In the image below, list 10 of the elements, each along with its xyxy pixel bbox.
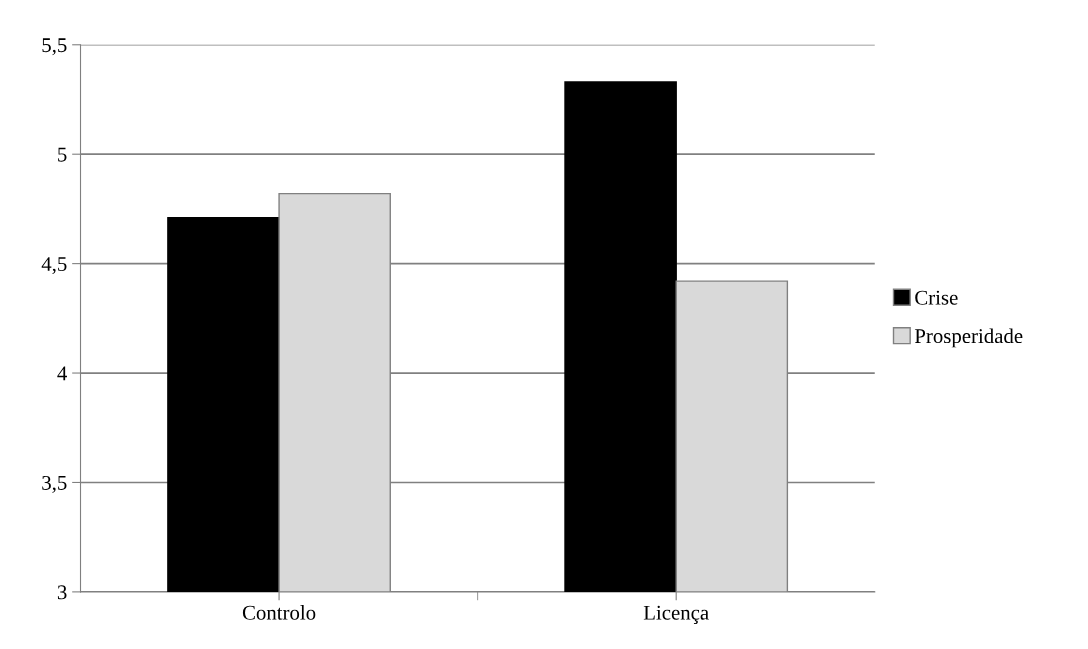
x-tick-label: Licença <box>643 605 709 624</box>
legend-label: Prosperidade <box>914 328 1023 348</box>
y-tick-label: 4 <box>57 366 67 381</box>
y-tick-label: 3,5 <box>42 475 67 493</box>
x-tick-label: Controlo <box>242 605 316 620</box>
legend-label: Crise <box>915 290 958 305</box>
y-tick-label: 4,5 <box>41 257 67 275</box>
y-tick-label: 3 <box>57 585 67 600</box>
y-tick-label: 5 <box>58 147 67 162</box>
y-tick-label: 5,5 <box>42 38 67 56</box>
